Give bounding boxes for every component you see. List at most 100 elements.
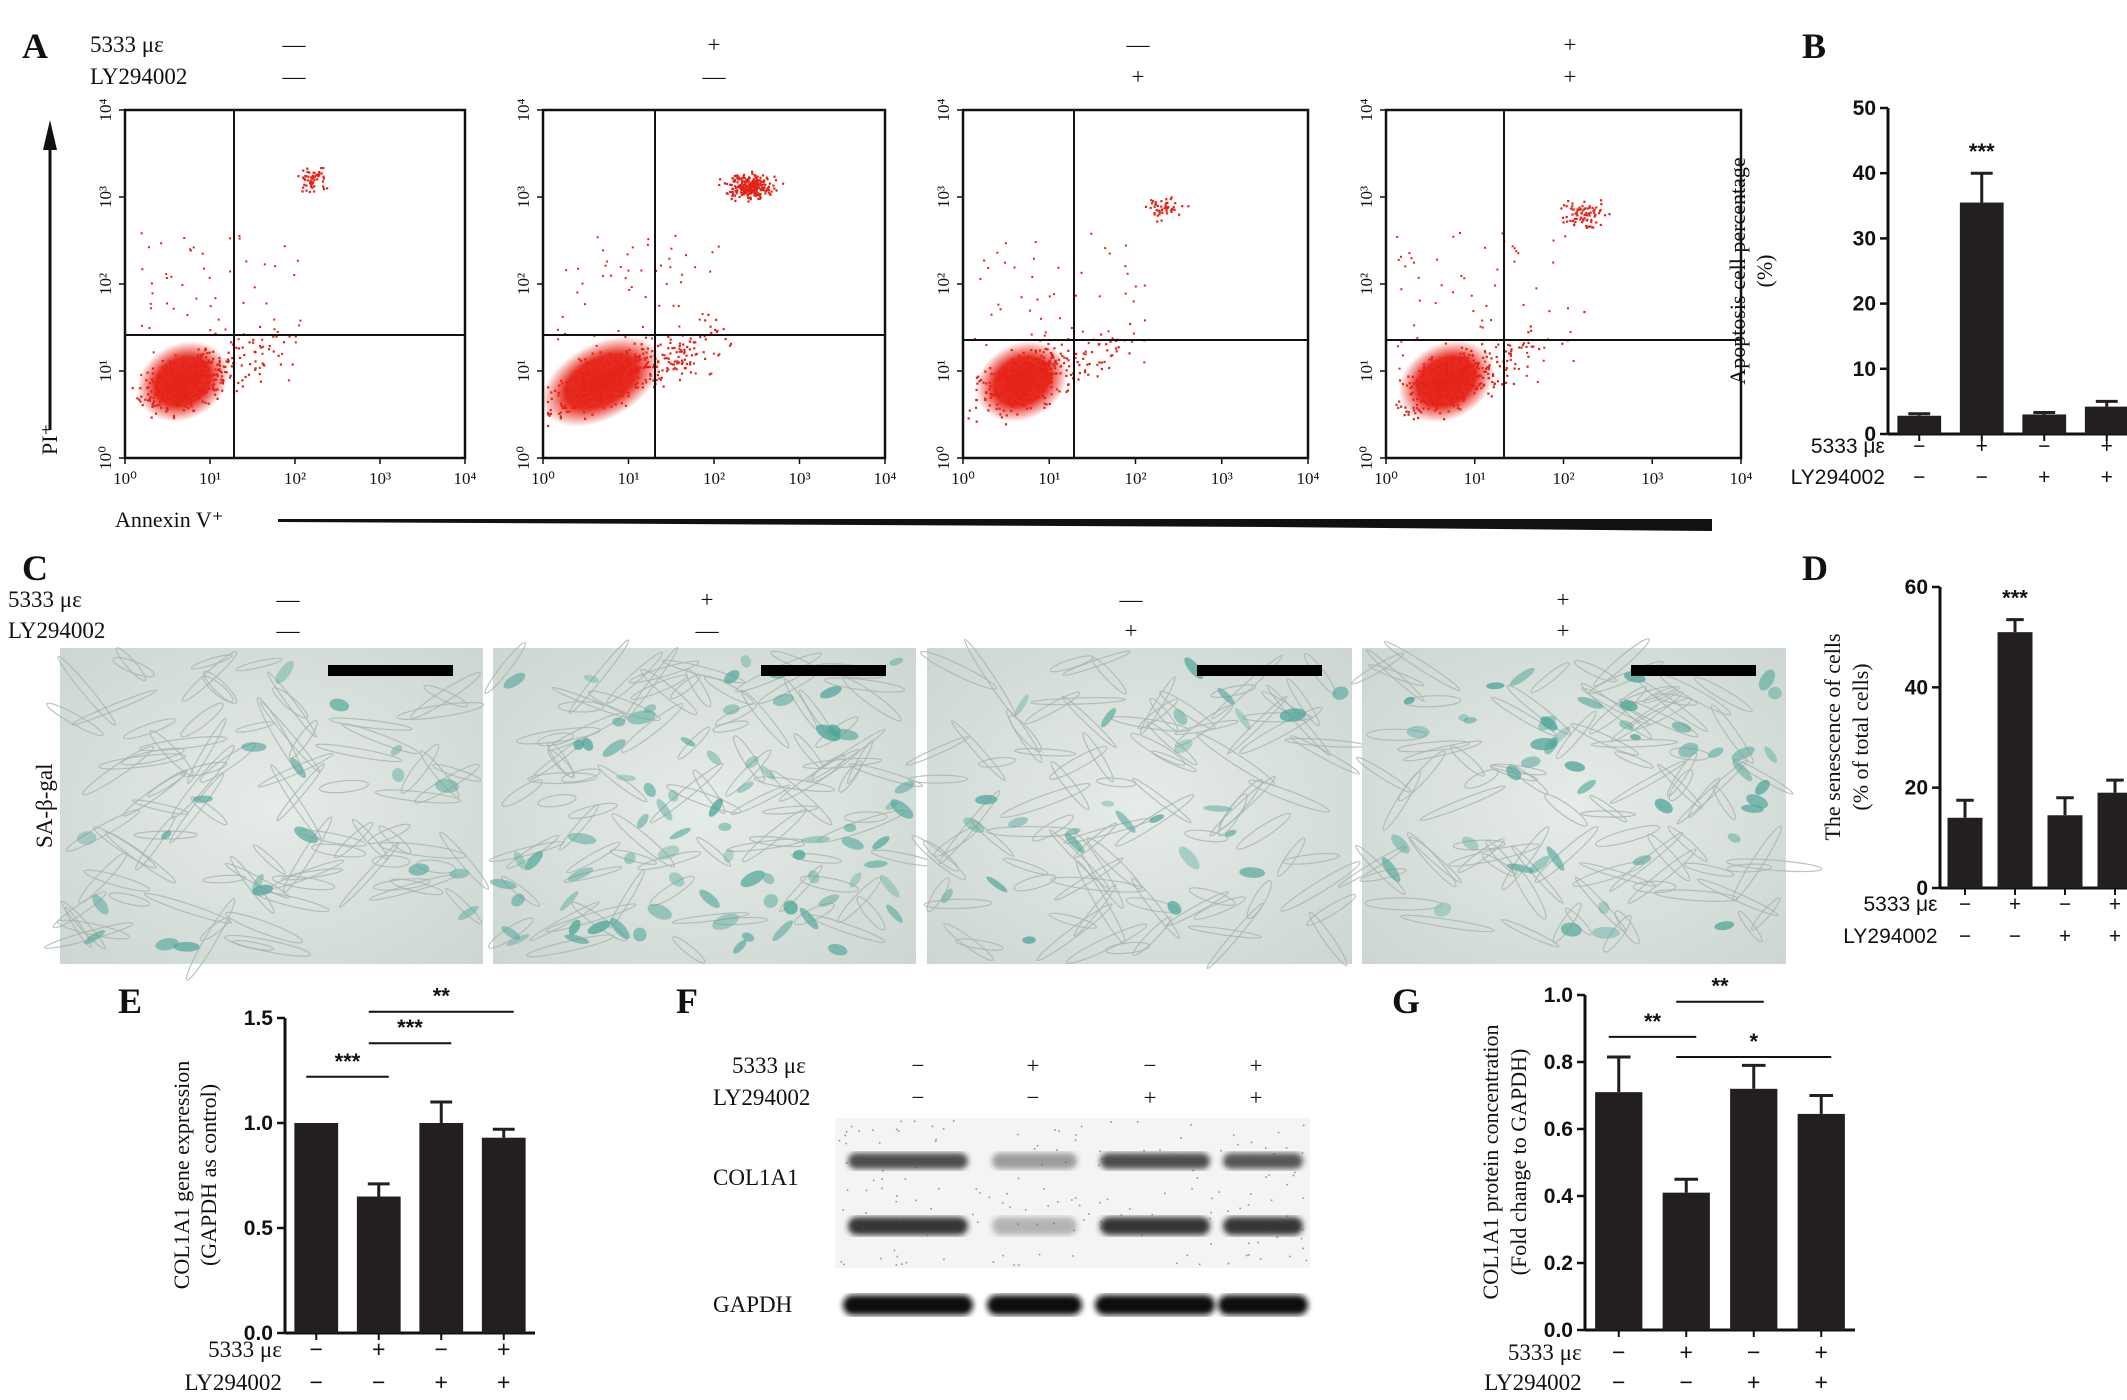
x-condition-strain: − <box>1747 1339 1760 1365</box>
bar <box>1897 415 1942 434</box>
panel-c-treatment-header: 5333 με LY294002 — — + — — + + + <box>8 587 1569 643</box>
pi-axis-label: PI⁺ <box>37 424 62 455</box>
col1a1-band-lower <box>848 1217 968 1235</box>
x-tick-label: 10⁰ <box>1374 469 1398 488</box>
col1a1-band-upper <box>1223 1153 1303 1169</box>
a-cond-2-inhibitor: — <box>702 64 727 89</box>
x-condition-strain: + <box>1976 435 1988 458</box>
y-tick-label: 40 <box>1853 162 1876 185</box>
inhibitor-label: LY294002 <box>1484 1370 1581 1395</box>
gapdh-band <box>987 1295 1082 1315</box>
a-cond-4-inhibitor: + <box>1564 64 1577 89</box>
y-axis-label: (Fold change to GAPDH) <box>1506 1049 1531 1276</box>
y-tick-label: 10² <box>934 273 953 295</box>
y-tick-label: 10⁰ <box>96 446 115 470</box>
strain-label: 5333 με <box>1863 893 1937 916</box>
x-condition-strain: + <box>1680 1339 1693 1365</box>
strain-label: 5333 με <box>8 587 82 612</box>
c-cond-3-strain: — <box>1119 587 1144 612</box>
x-tick-label: 10⁰ <box>113 469 137 488</box>
x-tick-label: 10¹ <box>1038 469 1060 488</box>
sa-beta-gal-micrographs <box>44 638 1823 981</box>
bar <box>294 1123 339 1333</box>
bar <box>419 1123 464 1333</box>
x-condition-strain: + <box>497 1336 510 1362</box>
col1a1-band-lower <box>1223 1217 1303 1235</box>
micrograph-4 <box>1337 638 1823 964</box>
y-axis-label: The senescence of cells <box>1820 633 1845 840</box>
x-tick-label: 10² <box>284 469 306 488</box>
panel-a-treatment-header: 5333 με LY294002 — — + — — + + + <box>90 32 1576 89</box>
y-tick-label: 0.8 <box>1544 1051 1574 1074</box>
x-condition-inhibitor: − <box>310 1369 323 1395</box>
micrograph-background <box>927 648 1352 964</box>
bar <box>1730 1088 1778 1330</box>
x-condition-strain: − <box>435 1336 448 1362</box>
significance-stars: ** <box>433 984 451 1009</box>
panel-a-pi-axis: PI⁺ <box>37 120 62 455</box>
col1a1-band-lower <box>992 1217 1077 1235</box>
col1a1-membrane <box>835 1118 1310 1268</box>
x-tick-label: 10⁰ <box>531 469 555 488</box>
y-tick-label: 10⁰ <box>1357 446 1376 470</box>
c-cond-2-inhibitor: — <box>695 618 720 643</box>
x-tick-label: 10³ <box>788 469 810 488</box>
inhibitor-label: LY294002 <box>185 1370 282 1395</box>
y-tick-label: 10³ <box>934 186 953 208</box>
x-condition-inhibitor: − <box>1913 466 1925 489</box>
col1a1-band-lower <box>1100 1217 1210 1235</box>
c-cond-2-strain: + <box>701 587 714 612</box>
f-cond-2-strain: + <box>1027 1053 1040 1078</box>
cell-population <box>541 336 662 427</box>
strain-label: 5333 με <box>732 1053 806 1078</box>
x-condition-strain: − <box>310 1336 323 1362</box>
x-condition-inhibitor: − <box>372 1369 385 1395</box>
x-condition-strain: − <box>1612 1339 1625 1365</box>
bar <box>2022 414 2067 434</box>
x-condition-inhibitor: + <box>435 1369 448 1395</box>
c-cond-4-inhibitor: + <box>1557 618 1570 643</box>
blot-lane-1 <box>843 1153 973 1315</box>
bar <box>1662 1192 1710 1330</box>
scale-bar <box>1631 665 1756 676</box>
c-cond-1-strain: — <box>276 587 301 612</box>
chart-g: 0.0 0.2 0.4 0.6 0.8 1.0 COL1A1 protein concent… <box>1478 974 1855 1395</box>
x-tick-label: 10⁴ <box>454 469 477 488</box>
significance-stars: ** <box>1711 974 1729 999</box>
panel-label-f: F <box>676 981 698 1021</box>
x-tick-label: 10⁴ <box>874 469 897 488</box>
x-condition-inhibitor: − <box>1612 1369 1625 1395</box>
x-condition-inhibitor: + <box>2059 925 2071 948</box>
flow-cytometry-plots: 10⁰10⁰10¹10¹10²10²10³10³10⁴10⁴10⁰10⁰10¹1… <box>96 98 1753 488</box>
panel-label-d: D <box>1802 548 1828 588</box>
inhibitor-label: LY294002 <box>1791 466 1885 489</box>
band-label-col1a1: COL1A1 <box>713 1165 799 1190</box>
c-cond-4-strain: + <box>1557 587 1570 612</box>
y-tick-label: 10¹ <box>514 360 533 382</box>
x-condition-strain: − <box>2038 435 2050 458</box>
inhibitor-label: LY294002 <box>1843 925 1937 948</box>
panel-label-e: E <box>118 981 142 1021</box>
f-cond-1-inhibitor: − <box>912 1085 925 1110</box>
x-tick-label: 10⁴ <box>1297 469 1320 488</box>
significance-stars: *** <box>1969 139 1995 164</box>
x-tick-label: 10³ <box>1211 469 1233 488</box>
y-tick-label: 10⁴ <box>934 98 953 121</box>
y-axis-label: COL1A1 gene expression <box>169 1061 194 1290</box>
x-condition-inhibitor: + <box>1747 1369 1760 1395</box>
y-tick-label: 0.6 <box>1544 1118 1573 1141</box>
y-tick-label: 10² <box>514 273 533 295</box>
f-cond-3-strain: − <box>1144 1053 1157 1078</box>
chart-b: 0 10 20 30 40 50 Apoptosis cell percentage (%) −… <box>1725 97 2127 489</box>
col1a1-band-upper <box>848 1153 968 1169</box>
c-cond-1-inhibitor: — <box>276 618 301 643</box>
y-tick-label: 10¹ <box>96 360 115 382</box>
x-condition-strain: + <box>2009 893 2021 916</box>
inhibitor-label: LY294002 <box>713 1085 810 1110</box>
x-tick-label: 10² <box>1124 469 1146 488</box>
significance-stars: * <box>1749 1029 1758 1054</box>
f-cond-4-inhibitor: + <box>1250 1085 1263 1110</box>
a-cond-1-inhibitor: — <box>282 64 307 89</box>
